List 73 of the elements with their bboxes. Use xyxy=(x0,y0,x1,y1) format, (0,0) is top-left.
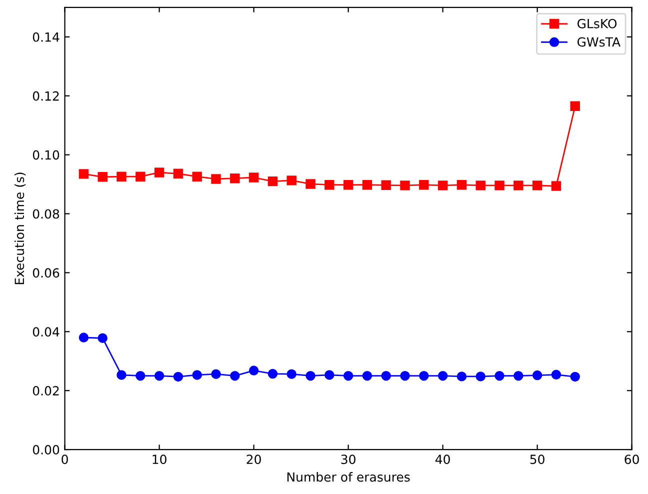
point xyxy=(514,370,524,381)
x-tick-label: 40 xyxy=(435,454,450,464)
point xyxy=(230,370,240,381)
x-tick-label: 30 xyxy=(341,454,356,464)
point xyxy=(324,370,334,380)
point xyxy=(136,370,146,381)
point xyxy=(438,370,448,381)
point xyxy=(419,370,429,381)
point xyxy=(248,366,259,376)
point xyxy=(192,370,202,380)
point xyxy=(248,172,259,182)
point xyxy=(116,370,126,380)
y-tick-label: 0.12 xyxy=(32,91,59,101)
legend-label: GWsTA xyxy=(577,37,620,47)
y-tick-label: 0.10 xyxy=(32,150,60,160)
point xyxy=(570,101,580,112)
point xyxy=(456,372,467,382)
point xyxy=(419,180,429,190)
x-tick-label: 20 xyxy=(246,454,261,464)
point xyxy=(78,332,89,342)
point xyxy=(494,370,504,381)
point xyxy=(570,372,580,382)
legend-label: GLsKO xyxy=(577,18,617,28)
point xyxy=(532,370,542,380)
point xyxy=(211,369,221,379)
point xyxy=(324,180,334,190)
y-axis-title: Execution time (s) xyxy=(14,172,26,284)
point xyxy=(400,370,410,381)
point xyxy=(173,168,184,179)
point xyxy=(476,180,486,190)
point xyxy=(362,180,372,190)
point xyxy=(173,372,184,382)
point xyxy=(211,174,221,184)
point xyxy=(286,176,296,186)
point xyxy=(286,369,296,379)
x-tick-label: 10 xyxy=(152,454,166,464)
point xyxy=(268,368,278,379)
point xyxy=(136,172,146,182)
point xyxy=(306,370,316,381)
point xyxy=(154,370,164,381)
point xyxy=(98,333,108,343)
point xyxy=(456,180,467,190)
point xyxy=(154,168,164,178)
point xyxy=(494,180,504,190)
point xyxy=(362,370,372,381)
point xyxy=(116,172,126,182)
point xyxy=(78,169,89,179)
point xyxy=(381,370,391,381)
point xyxy=(381,180,391,190)
y-tick-label: 0.06 xyxy=(32,268,60,278)
point xyxy=(476,372,486,382)
y-tick-label: 0.02 xyxy=(32,386,59,396)
point xyxy=(514,180,524,190)
point xyxy=(98,172,108,182)
x-tick-label: 50 xyxy=(530,454,544,464)
x-tick-label: 0 xyxy=(62,454,68,464)
point xyxy=(343,180,354,190)
point xyxy=(192,172,202,182)
point xyxy=(532,180,542,190)
y-tick-label: 0.00 xyxy=(32,445,60,454)
point xyxy=(400,180,410,190)
y-tick-label: 0.14 xyxy=(32,32,60,42)
x-tick-label: 60 xyxy=(624,454,639,464)
y-tick-label: 0.04 xyxy=(32,327,60,337)
y-tick-label: 0.08 xyxy=(32,209,60,219)
point xyxy=(306,179,316,189)
point xyxy=(551,181,562,191)
point xyxy=(551,370,562,380)
x-axis-title: Number of erasures xyxy=(287,472,410,482)
point xyxy=(438,180,448,190)
point xyxy=(268,176,278,186)
point xyxy=(343,370,354,381)
point xyxy=(230,174,240,184)
